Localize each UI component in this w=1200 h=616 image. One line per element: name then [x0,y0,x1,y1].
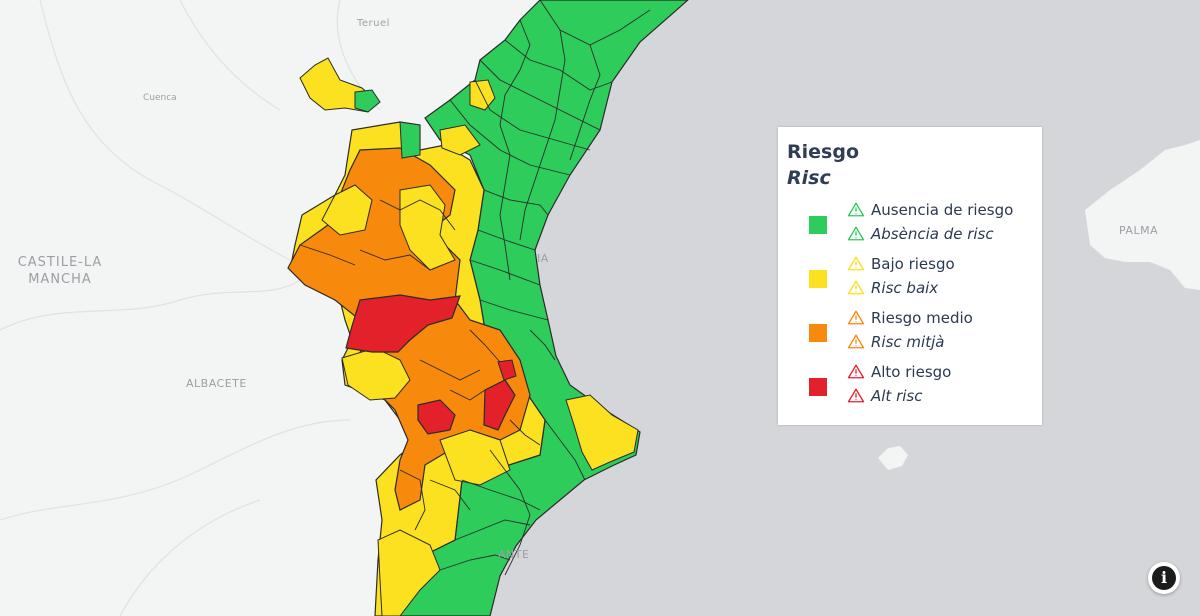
legend-label: Alto riesgo [871,363,952,381]
warning-icon [847,256,865,271]
legend-label-alt: Risc mitjà [871,333,945,351]
region-yellow-south [377,529,441,616]
place-label-teruel: Teruel [357,18,390,29]
legend-item: Alto riesgo Alt risc [787,363,1032,417]
legend-item: Riesgo medio Risc mitjà [787,309,1032,363]
region-red-1 [345,294,461,353]
legend-swatch [809,378,827,396]
legend-row: Ausencia de riesgo [847,201,1013,219]
place-label-palma: PALMA [1119,224,1159,237]
warning-icon [847,334,865,349]
region-yellow-pocket-2 [399,184,456,271]
legend-row: Absència de risc [847,225,994,243]
region-red-4 [497,359,517,381]
legend-label: Bajo riesgo [871,255,955,273]
island-ibiza [878,446,908,470]
place-label-albacete: ALBACETE [186,377,247,390]
region-green-north [354,89,381,113]
legend-label-alt: Risc baix [871,279,939,297]
region-green-pocket [399,121,421,159]
legend-row: Alto riesgo [847,363,951,381]
warning-icon [847,202,865,217]
legend-swatch [809,324,827,342]
region-yellow-pocket-5 [565,394,639,471]
municipal-borders [299,0,651,576]
legend-title: Riesgo [787,141,859,163]
legend-label-alt: Alt risc [871,387,923,405]
place-label-cuenca: Cuenca [143,93,177,103]
warning-icon [847,364,865,379]
legend-row: Alt risc [847,387,922,405]
legend-label: Ausencia de riesgo [871,201,1014,219]
legend-title-alt: Risc [787,167,831,189]
island-mallorca [1085,140,1200,290]
legend-row: Bajo riesgo [847,255,955,273]
region-yellow-pocket-4 [439,429,511,486]
risk-legend: Riesgo Risc Ausencia de riesgo Absència d… [778,127,1042,425]
place-label-valencia: IA [537,252,549,265]
legend-row: Risc mitjà [847,333,944,351]
legend-swatch [809,270,827,288]
info-button[interactable]: i [1148,562,1180,594]
legend-item: Bajo riesgo Risc baix [787,255,1032,309]
info-icon[interactable]: i [1152,566,1176,590]
place-label-alicante: ANTE [498,548,530,561]
legend-row: Risc baix [847,279,938,297]
warning-icon [847,226,865,241]
region-red-2 [417,399,456,435]
legend-swatch [809,216,827,234]
legend-items: Ausencia de riesgo Absència de risc Bajo r… [787,201,1032,417]
legend-item: Ausencia de riesgo Absència de risc [787,201,1032,255]
region-yellow-north-3 [439,124,481,156]
warning-icon [847,280,865,295]
region-yellow-pocket-1 [321,184,373,236]
legend-label-alt: Absència de risc [871,225,994,243]
place-label-castile: CASTILE-LA MANCHA [17,255,103,287]
legend-row: Riesgo medio [847,309,973,327]
warning-icon [847,388,865,403]
warning-icon [847,310,865,325]
legend-label: Riesgo medio [871,309,973,327]
